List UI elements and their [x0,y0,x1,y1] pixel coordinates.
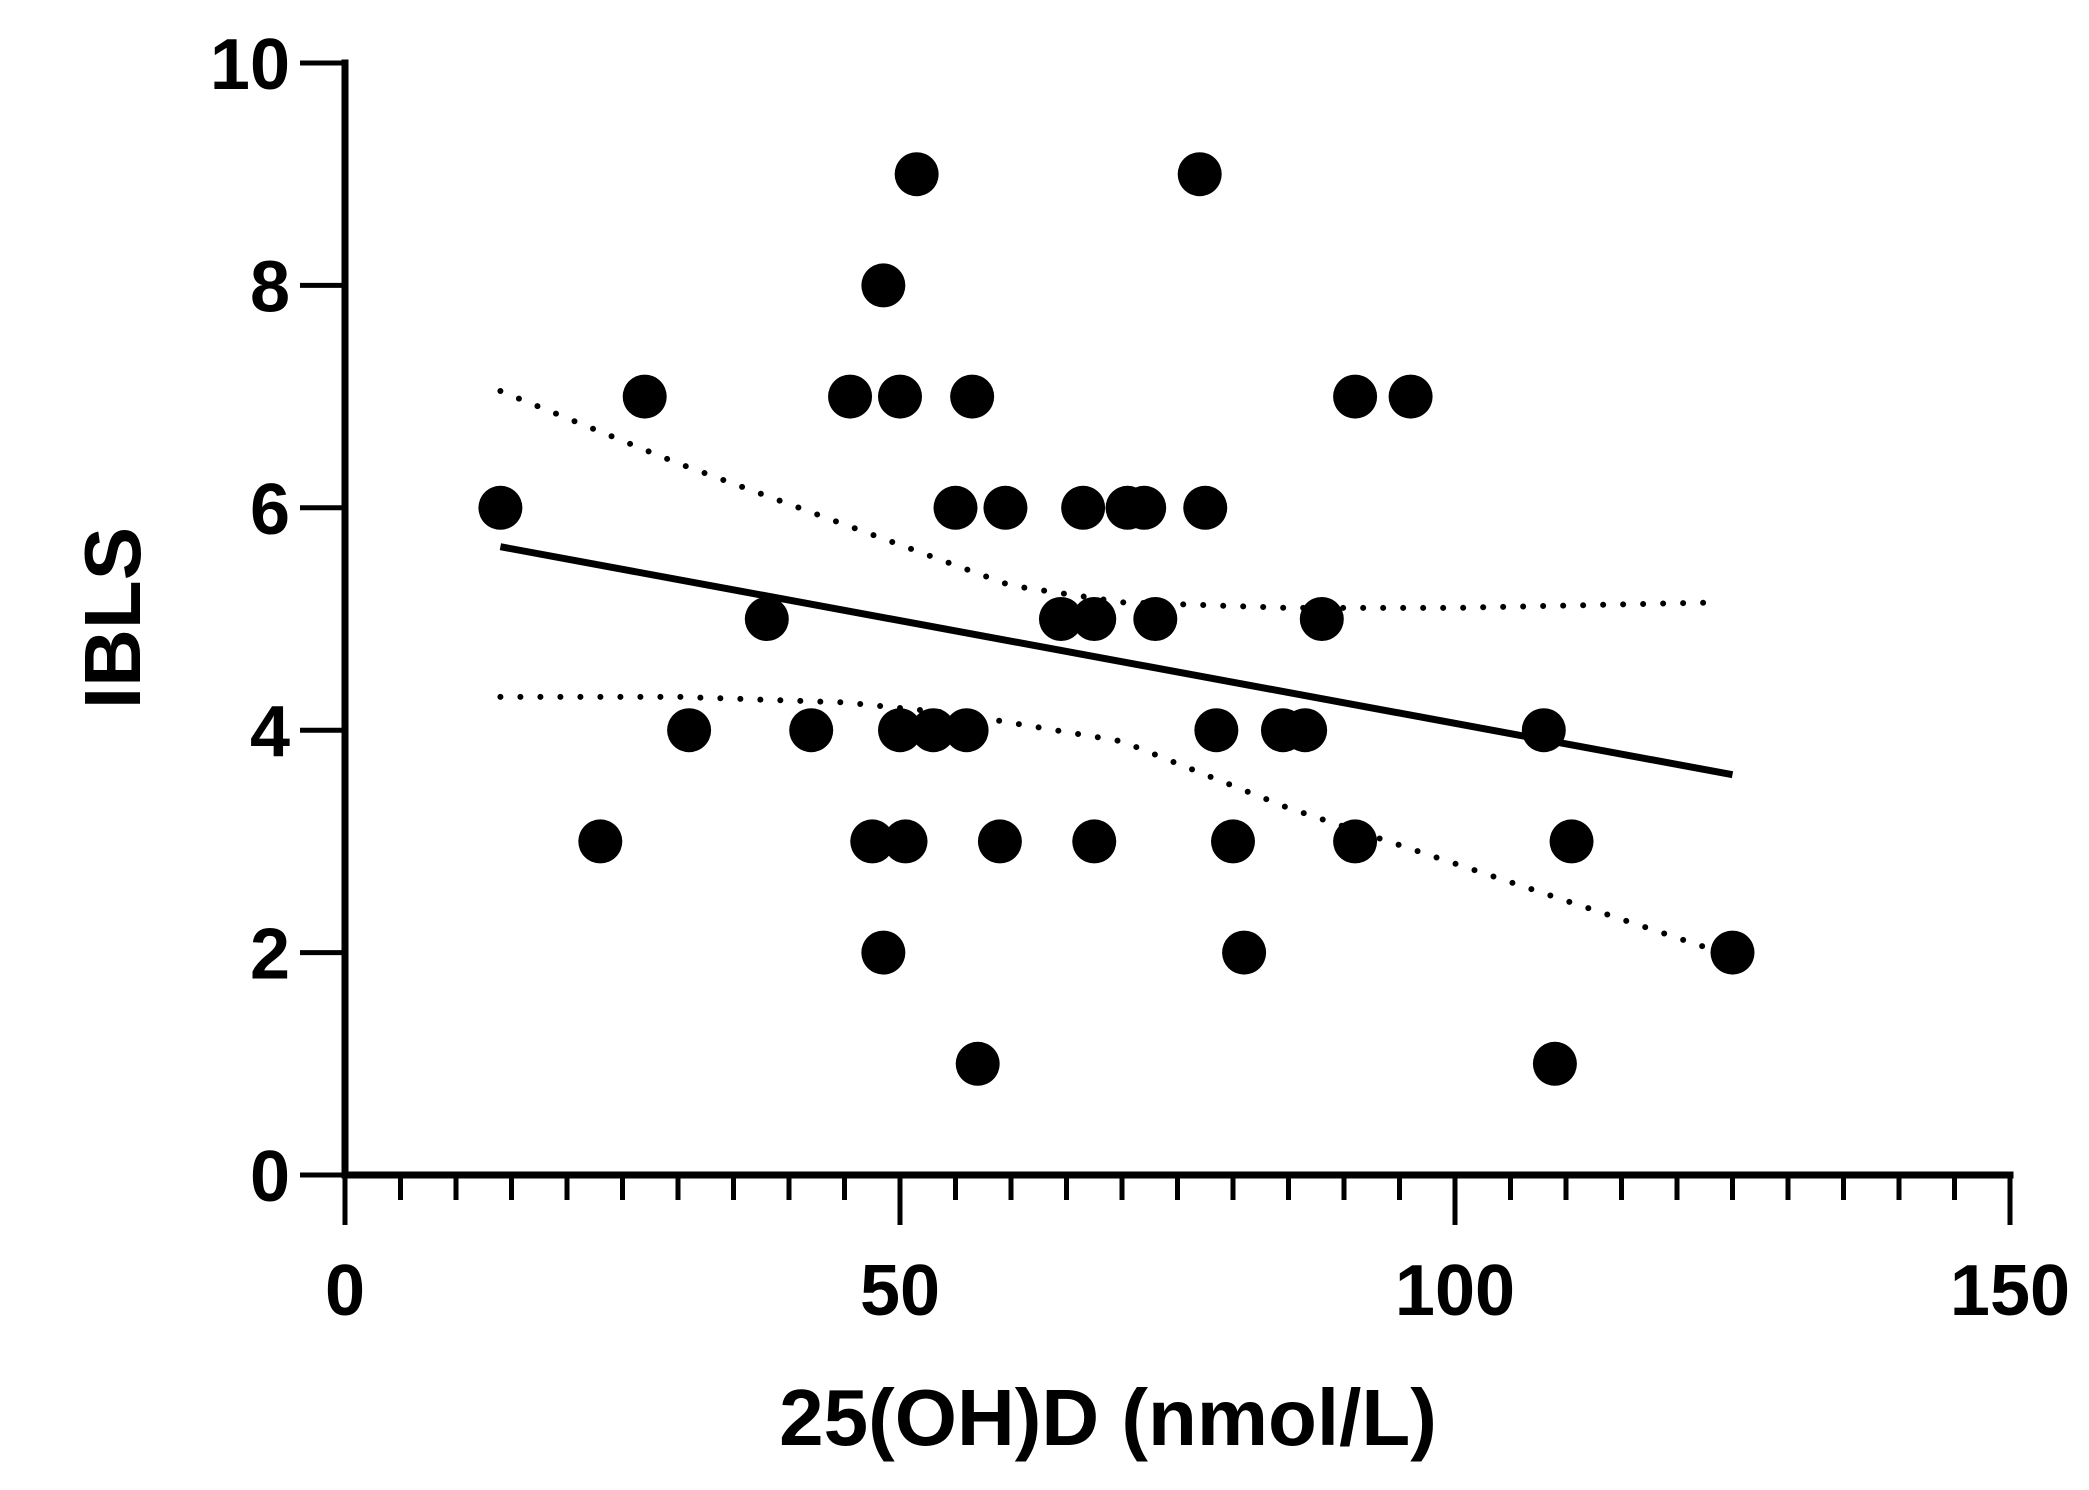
y-tick-label: 0 [250,1137,290,1217]
data-point [883,819,928,864]
data-point [1532,1041,1577,1086]
data-point [828,374,873,419]
confidence-band-upper [497,388,1725,611]
data-point [1222,930,1267,975]
data-point [1710,930,1755,975]
data-point [933,485,978,530]
data-point [1333,819,1378,864]
y-tick-label: 2 [250,915,290,995]
y-axis-title: IBLS [68,527,157,709]
data-point [578,819,623,864]
data-point [1521,708,1566,753]
data-point [1122,485,1167,530]
data-point [944,708,989,753]
confidence-band-lower [497,693,1725,956]
data-point [977,819,1022,864]
y-tick-label: 6 [250,470,290,550]
data-point [667,708,712,753]
data-point [955,1041,1000,1086]
data-point [1072,819,1117,864]
data-point [622,374,667,419]
x-tick-label: 0 [325,1251,365,1331]
x-tick-label: 50 [860,1251,940,1331]
data-point [1388,374,1433,419]
data-point [1133,597,1178,641]
x-tick-label: 150 [1950,1251,2070,1331]
data-point [1183,485,1228,530]
data-point [789,708,834,753]
data-point [1299,597,1344,641]
data-point [861,263,906,308]
data-point [1283,708,1328,753]
data-point [1061,485,1106,530]
data-point [1194,708,1239,753]
data-point [1177,152,1222,197]
data-point [1333,374,1378,419]
data-point [744,597,789,641]
data-point [911,708,956,753]
points-layer [478,152,1755,1086]
data-point [983,485,1028,530]
data-point [1549,819,1594,864]
data-point [878,708,922,753]
data-point [950,374,995,419]
data-point [850,819,895,864]
data-point [878,374,922,419]
confidence-band-layer [497,388,1725,956]
y-tick-label: 4 [250,692,290,772]
data-point [861,930,906,975]
data-point [1072,597,1117,641]
x-axis-title: 25(OH)D (nmol/L) [779,1373,1437,1462]
data-point [894,152,939,197]
data-point [478,485,523,530]
data-point [1211,819,1255,864]
x-tick-label: 100 [1395,1251,1515,1331]
y-tick-label: 10 [210,25,290,105]
y-tick-label: 8 [250,247,290,327]
data-point [1038,597,1083,641]
axes-layer: 0 50 100 150 0 2 4 6 8 10 [210,25,2070,1331]
